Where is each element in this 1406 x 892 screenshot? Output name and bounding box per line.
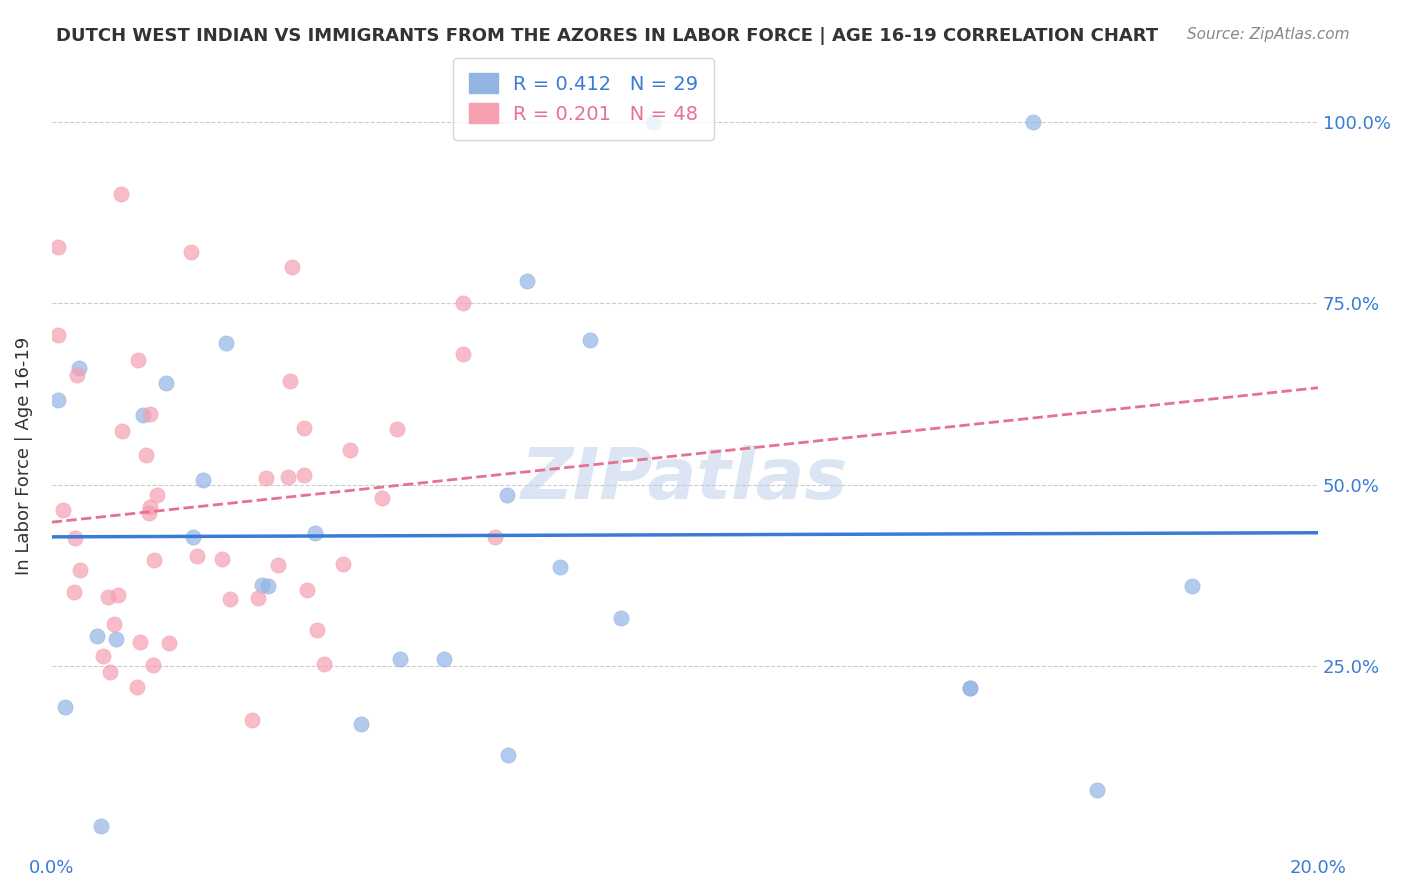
Point xyxy=(332,557,354,571)
Y-axis label: In Labor Force | Age 16-19: In Labor Force | Age 16-19 xyxy=(15,336,32,574)
Point xyxy=(610,611,633,625)
Point xyxy=(107,589,129,603)
Point xyxy=(254,471,277,485)
Point xyxy=(959,681,981,695)
Point xyxy=(69,563,91,577)
Point xyxy=(105,632,128,647)
Point xyxy=(304,526,326,541)
Point xyxy=(132,408,155,422)
Point xyxy=(453,296,475,310)
Point xyxy=(135,448,157,462)
Point xyxy=(292,468,315,483)
Point xyxy=(256,579,278,593)
Point xyxy=(191,473,214,487)
Point xyxy=(90,819,112,833)
Text: Source: ZipAtlas.com: Source: ZipAtlas.com xyxy=(1187,27,1350,42)
Point xyxy=(496,488,519,502)
Point xyxy=(240,713,263,727)
Legend: R = 0.412   N = 29, R = 0.201   N = 48: R = 0.412 N = 29, R = 0.201 N = 48 xyxy=(453,58,714,139)
Point xyxy=(959,681,981,695)
Point xyxy=(433,652,456,666)
Point xyxy=(281,260,304,274)
Point xyxy=(388,652,411,666)
Point xyxy=(579,333,602,347)
Point xyxy=(498,748,520,763)
Point xyxy=(246,591,269,605)
Point xyxy=(125,680,148,694)
Point xyxy=(180,245,202,260)
Point xyxy=(1085,782,1108,797)
Point xyxy=(63,531,86,545)
Text: DUTCH WEST INDIAN VS IMMIGRANTS FROM THE AZORES IN LABOR FORCE | AGE 16-19 CORRE: DUTCH WEST INDIAN VS IMMIGRANTS FROM THE… xyxy=(56,27,1159,45)
Point xyxy=(46,393,69,408)
Point xyxy=(110,187,132,202)
Point xyxy=(97,591,120,605)
Text: ZIPatlas: ZIPatlas xyxy=(522,445,849,514)
Point xyxy=(453,347,475,361)
Point xyxy=(387,422,409,436)
Point xyxy=(67,360,90,375)
Point xyxy=(250,578,273,592)
Point xyxy=(86,629,108,643)
Point xyxy=(139,407,162,421)
Point xyxy=(66,368,89,382)
Point xyxy=(138,507,160,521)
Point xyxy=(350,716,373,731)
Point xyxy=(129,635,152,649)
Point xyxy=(139,500,162,515)
Point xyxy=(548,560,571,574)
Point xyxy=(339,442,361,457)
Point xyxy=(53,699,76,714)
Point xyxy=(63,585,86,599)
Point xyxy=(111,424,134,438)
Point xyxy=(1180,579,1202,593)
Point xyxy=(157,636,180,650)
Point xyxy=(46,240,69,254)
Point xyxy=(1022,114,1045,128)
Point xyxy=(98,665,121,679)
Point xyxy=(314,657,336,671)
Point xyxy=(127,353,149,368)
Point xyxy=(146,488,169,502)
Point xyxy=(155,376,177,390)
Point xyxy=(143,553,166,567)
Point xyxy=(91,648,114,663)
Point xyxy=(52,503,75,517)
Point xyxy=(278,375,301,389)
Point xyxy=(46,327,69,342)
Point xyxy=(215,336,238,351)
Point xyxy=(267,558,290,572)
Point xyxy=(186,549,208,564)
Point xyxy=(181,530,204,544)
Point xyxy=(643,114,665,128)
Point xyxy=(211,551,233,566)
Point xyxy=(295,582,318,597)
Point xyxy=(516,275,538,289)
Point xyxy=(142,658,165,673)
Point xyxy=(371,491,394,505)
Point xyxy=(103,617,125,632)
Point xyxy=(277,470,299,484)
Point xyxy=(484,530,506,544)
Point xyxy=(305,623,328,637)
Point xyxy=(218,592,240,607)
Point xyxy=(292,420,315,434)
